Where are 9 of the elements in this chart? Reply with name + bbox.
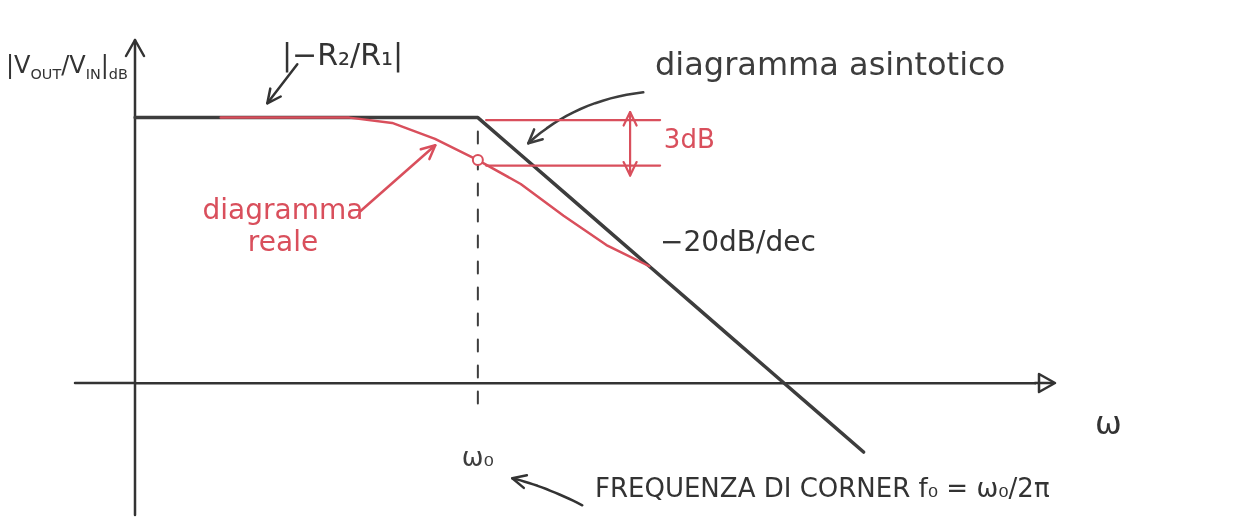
annotation: −20dB/dec	[660, 225, 816, 259]
text: FREQUENZA DI CORNER f₀ = ω₀/2π	[595, 473, 1050, 504]
text: diagramma asintotico	[655, 45, 1006, 83]
text: diagramma reale	[201, 193, 365, 259]
annotation: 3dB	[663, 124, 715, 156]
text: |−R₂/R₁|	[282, 37, 404, 73]
text: ω₀	[461, 442, 494, 473]
x-axis-title: ω	[1095, 404, 1122, 443]
y-axis-title: |V$_{OUT}$/V$_{IN}$|$_{dB}$	[6, 51, 128, 83]
